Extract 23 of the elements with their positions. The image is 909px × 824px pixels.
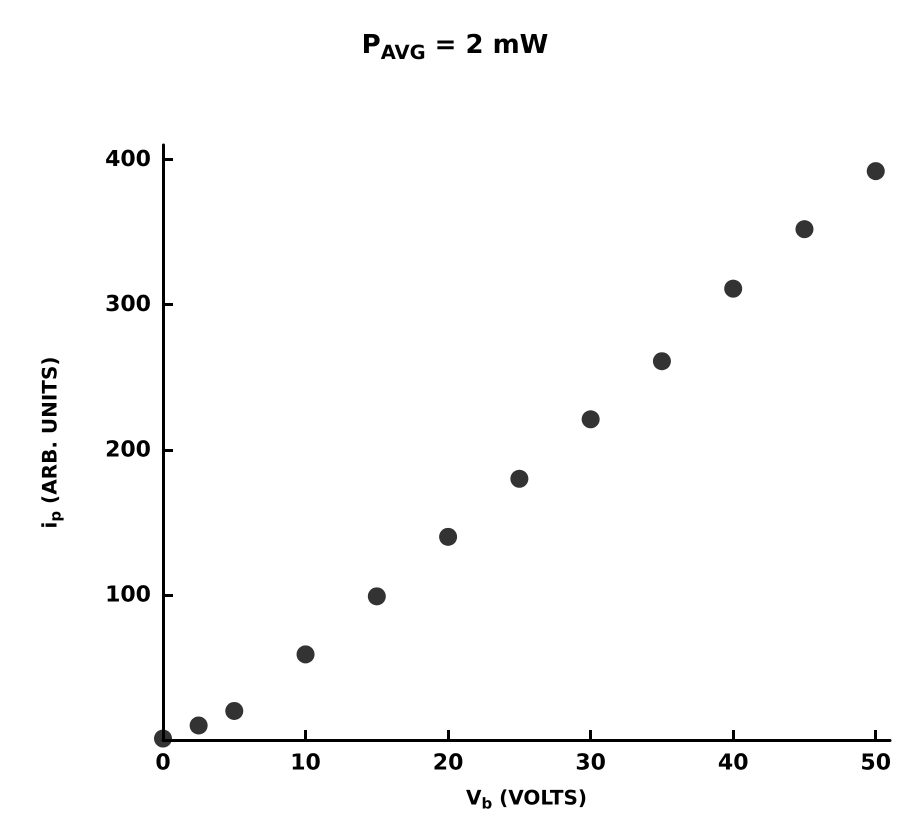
x-tick-label: 30 bbox=[575, 750, 606, 776]
x-tick-label: 40 bbox=[718, 750, 749, 776]
y-tick-label: 400 bbox=[105, 147, 151, 172]
x-tick-label: 20 bbox=[432, 750, 464, 776]
point bbox=[582, 410, 600, 428]
point bbox=[652, 352, 671, 370]
point bbox=[190, 716, 208, 734]
y-tick-label: 100 bbox=[105, 582, 151, 608]
x-tick-label: 50 bbox=[860, 750, 892, 776]
y-tick-label: 200 bbox=[105, 437, 151, 462]
point bbox=[225, 702, 244, 720]
x-tick-label: 10 bbox=[290, 750, 321, 776]
point bbox=[866, 162, 885, 180]
point bbox=[439, 528, 458, 546]
point bbox=[724, 280, 742, 298]
point bbox=[154, 730, 172, 748]
point bbox=[795, 220, 814, 238]
point bbox=[510, 470, 528, 488]
x-tick-label: 0 bbox=[155, 750, 171, 776]
y-tick-label: 300 bbox=[105, 292, 151, 318]
point bbox=[296, 645, 315, 664]
y-axis-title: ip (ARB. UNITS) bbox=[38, 356, 64, 528]
point bbox=[368, 587, 386, 606]
